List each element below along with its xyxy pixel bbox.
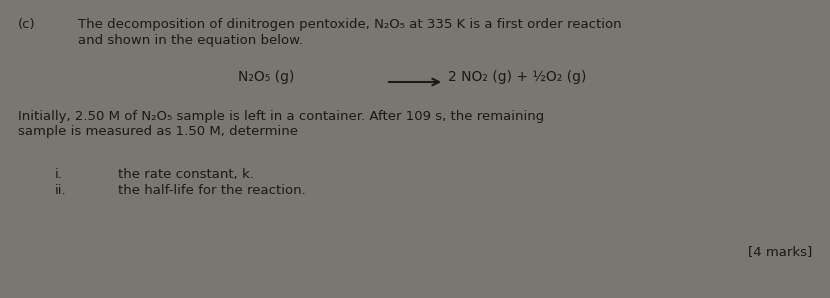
Text: and shown in the equation below.: and shown in the equation below. — [78, 34, 303, 47]
Text: sample is measured as 1.50 M, determine: sample is measured as 1.50 M, determine — [18, 125, 298, 138]
Text: (c): (c) — [18, 18, 36, 31]
Text: N₂O₅ (g): N₂O₅ (g) — [238, 70, 295, 84]
Text: i.: i. — [55, 168, 63, 181]
Text: ii.: ii. — [55, 184, 66, 197]
Text: The decomposition of dinitrogen pentoxide, N₂O₅ at 335 K is a first order reacti: The decomposition of dinitrogen pentoxid… — [78, 18, 622, 31]
Text: [4 marks]: [4 marks] — [748, 245, 812, 258]
Text: 2 NO₂ (g) + ½O₂ (g): 2 NO₂ (g) + ½O₂ (g) — [448, 70, 586, 84]
Text: the rate constant, k.: the rate constant, k. — [118, 168, 254, 181]
Text: the half-life for the reaction.: the half-life for the reaction. — [118, 184, 305, 197]
Text: Initially, 2.50 M of N₂O₅ sample is left in a container. After 109 s, the remain: Initially, 2.50 M of N₂O₅ sample is left… — [18, 110, 544, 123]
